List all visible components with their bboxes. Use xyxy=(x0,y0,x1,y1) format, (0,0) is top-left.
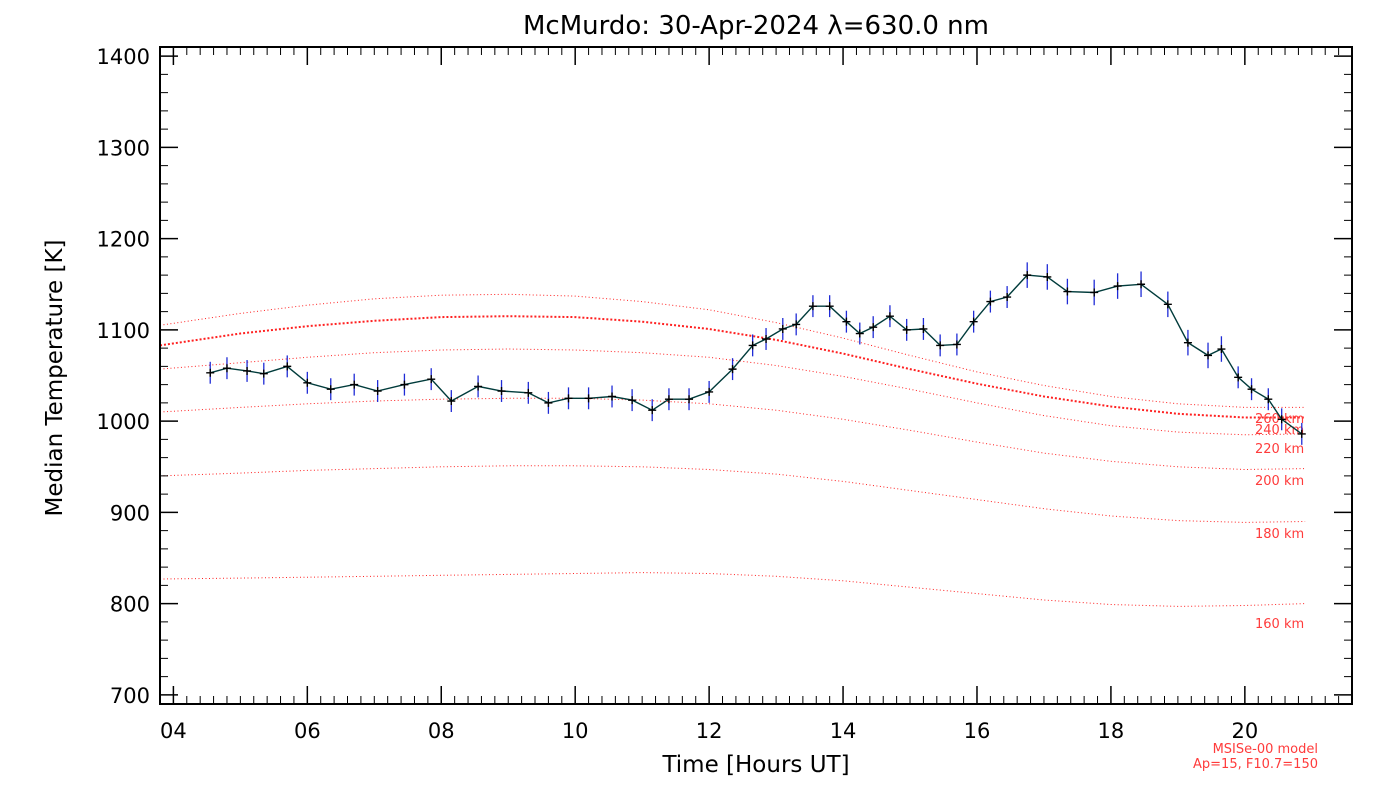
data-point xyxy=(1043,272,1052,281)
data-point xyxy=(326,385,335,394)
data-point xyxy=(1163,300,1172,309)
data-point xyxy=(544,398,553,407)
data-point xyxy=(427,375,436,384)
x-tick-label: 16 xyxy=(964,719,991,743)
data-point xyxy=(564,394,573,403)
data-point xyxy=(1204,351,1213,360)
chart-title: McMurdo: 30-Apr-2024 λ=630.0 nm xyxy=(523,11,989,41)
data-point xyxy=(474,382,483,391)
data-point xyxy=(303,378,312,387)
model-note-line-1: MSISe-00 model xyxy=(1213,742,1318,757)
y-tick-label: 800 xyxy=(110,593,150,617)
model-label-180-km: 180 km xyxy=(1255,527,1304,542)
y-tick-label: 900 xyxy=(110,501,150,525)
data-point xyxy=(1297,429,1306,438)
x-tick-label: 18 xyxy=(1098,719,1125,743)
data-point xyxy=(762,335,771,343)
data-point xyxy=(648,406,657,415)
data-point xyxy=(919,324,928,333)
data-point xyxy=(952,340,961,349)
data-point xyxy=(808,302,817,311)
data-point xyxy=(728,365,737,374)
data-point xyxy=(855,329,864,338)
data-point xyxy=(705,387,714,396)
model-curve-200-km xyxy=(159,397,1306,471)
data-point xyxy=(902,325,911,334)
data-point xyxy=(447,397,456,406)
data-point xyxy=(243,366,252,375)
data-point xyxy=(885,312,894,321)
data-point xyxy=(1234,373,1243,382)
data-point xyxy=(1264,395,1273,404)
y-tick-label: 1300 xyxy=(97,136,150,160)
data-point xyxy=(969,317,978,326)
model-curve-160-km xyxy=(159,572,1306,607)
data-point xyxy=(628,396,637,405)
data-point xyxy=(664,395,673,404)
y-tick-label: 700 xyxy=(110,684,150,708)
data-point xyxy=(497,387,506,396)
data-point xyxy=(1217,345,1226,354)
y-tick-label: 1000 xyxy=(97,410,150,434)
data-point xyxy=(350,380,359,389)
model-label-220-km: 220 km xyxy=(1255,442,1304,457)
data-point xyxy=(1247,385,1256,394)
x-tick-label: 20 xyxy=(1231,719,1258,743)
data-point xyxy=(986,297,995,306)
y-tick-label: 1200 xyxy=(97,228,150,252)
data-point xyxy=(748,341,757,350)
data-point xyxy=(400,380,409,389)
data-point xyxy=(825,302,834,311)
data-point xyxy=(584,394,593,403)
data-point xyxy=(685,395,694,404)
x-tick-label: 12 xyxy=(696,719,723,743)
y-tick-label: 1100 xyxy=(97,319,150,343)
data-point xyxy=(222,364,231,373)
measured-series xyxy=(206,262,1306,445)
model-curve-180-km xyxy=(159,465,1306,523)
model-label-160-km: 160 km xyxy=(1255,617,1304,632)
data-point xyxy=(1090,288,1099,297)
data-point xyxy=(1137,280,1146,289)
data-point xyxy=(1277,415,1286,424)
data-point xyxy=(524,388,533,397)
data-point xyxy=(792,320,801,329)
x-tick-label: 14 xyxy=(830,719,857,743)
data-point xyxy=(283,362,292,371)
model-curve-220-km xyxy=(159,348,1306,436)
data-point xyxy=(1113,282,1122,291)
data-point xyxy=(842,317,851,326)
data-point xyxy=(259,369,268,378)
axes xyxy=(159,46,1353,705)
data-point xyxy=(1183,338,1192,347)
x-tick-label: 04 xyxy=(160,719,187,743)
model-label-200-km: 200 km xyxy=(1255,474,1304,489)
model-note: MSISe-00 model Ap=15, F10.7=150 xyxy=(1193,742,1318,772)
ticks: 04 06 08 10 12 14 16 18 20 700 800 900 1000 1100 1200 1… xyxy=(97,45,1353,743)
model-note-line-2: Ap=15, F10.7=150 xyxy=(1193,757,1318,772)
data-point xyxy=(869,323,878,332)
data-point xyxy=(1063,287,1072,296)
data-point xyxy=(936,341,945,350)
model-curve-240-km xyxy=(159,315,1306,419)
x-tick-label: 08 xyxy=(428,719,455,743)
data-point xyxy=(778,324,787,333)
plot-frame xyxy=(159,46,1353,705)
data-point xyxy=(608,392,617,401)
model-curve-260-km xyxy=(159,293,1306,408)
data-point xyxy=(1023,271,1032,280)
x-tick-label: 06 xyxy=(294,719,321,743)
y-axis-label: Median Temperature [K] xyxy=(42,240,68,517)
model-curves xyxy=(159,293,1306,607)
y-tick-label: 1400 xyxy=(97,45,150,69)
data-point xyxy=(373,387,382,396)
x-tick-label: 10 xyxy=(562,719,589,743)
data-point xyxy=(206,368,215,377)
data-point xyxy=(1003,293,1012,302)
x-axis-label: Time [Hours UT] xyxy=(661,752,849,778)
